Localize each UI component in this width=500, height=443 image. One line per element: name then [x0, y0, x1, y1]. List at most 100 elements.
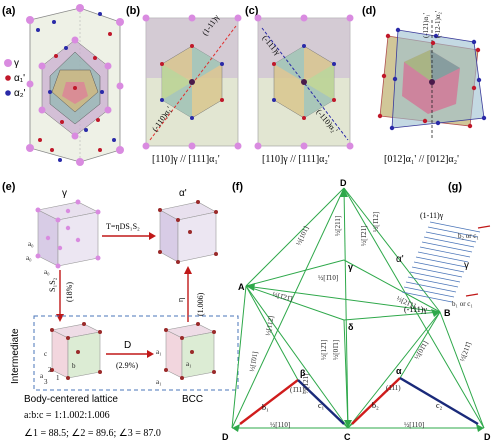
d-pct: (2.9%): [116, 361, 138, 370]
svg-text:½[110]: ½[110]: [270, 421, 290, 429]
vertex-c: C: [344, 432, 351, 442]
vertex-d-top: D: [340, 178, 347, 188]
svg-text:b₂: b₂: [372, 401, 379, 410]
bct-b: b: [72, 362, 76, 370]
a0-top: a₀: [26, 254, 32, 262]
gamma-atoms: [26, 4, 124, 166]
vertex-alpha: α: [396, 366, 402, 376]
plane-label-d-1: (-121)α₁': [422, 13, 430, 38]
panel-g: (g) (1-11)γ (-111)γ α' γ b₂ or c₁ b₁ or …: [396, 181, 491, 314]
svg-text:½[121]: ½[121]: [302, 374, 310, 394]
bcc-caption: BCC: [182, 394, 203, 405]
ratio-text: a:b:c = 1:1.002:1.006: [24, 410, 110, 421]
svg-text:c₂: c₂: [436, 401, 443, 410]
transform-label: T=ηDS₁S₂: [106, 222, 140, 231]
s-label: S₁S₂: [48, 277, 57, 292]
s-pct: (18%): [65, 282, 74, 302]
svg-text:½[110]: ½[110]: [404, 421, 424, 429]
svg-text:½[1̄01]: ½[1̄01]: [248, 351, 259, 373]
edge-c1: [297, 379, 345, 425]
panel-label-f: (f): [232, 181, 243, 193]
g-top-label: (1-11)γ: [420, 211, 444, 220]
bct-angle3: 3: [44, 378, 48, 386]
eta-label: η: [176, 298, 185, 302]
intermediate-box: [33, 315, 239, 391]
panel-label-d: (d): [362, 5, 376, 17]
edge-b2: [351, 377, 401, 425]
bct-caption: Body-centered lattice: [24, 394, 118, 405]
svg-text:(111): (111): [386, 384, 401, 392]
svg-text:c₁: c₁: [318, 401, 325, 410]
label-gamma: γ: [62, 188, 67, 199]
eta-val: (1.006): [196, 292, 205, 316]
a0-mid: a₀: [28, 240, 34, 248]
legend: γ α₁' α₂': [4, 58, 26, 99]
svg-text:½[211]: ½[211]: [334, 216, 342, 236]
legend-alpha1: α₁': [14, 73, 25, 84]
legend-alpha2-marker: [5, 90, 11, 96]
alpha-cube: [158, 200, 218, 264]
panel-label-c: (c): [245, 5, 259, 17]
svg-text:½[112]: ½[112]: [264, 315, 275, 336]
vertex-beta: β: [300, 368, 306, 378]
svg-text:½[1̄10]: ½[1̄10]: [318, 274, 338, 282]
svg-text:½[1̄21]: ½[1̄21]: [360, 226, 368, 246]
alpha1-atoms: [38, 32, 112, 152]
edge-c2: [399, 376, 479, 426]
panel-label-g: (g): [448, 181, 462, 193]
vertex-d-left: D: [222, 432, 229, 442]
vertex-gamma: γ: [348, 262, 353, 272]
g-alpha: α': [396, 254, 404, 265]
legend-alpha1-marker: [5, 75, 11, 81]
g-bottom-label: (-111)γ: [404, 305, 427, 314]
bcc-cube: a₁ a₁ a₁: [156, 322, 216, 386]
plane-label-d-2: (-12-1)α₂': [434, 11, 442, 38]
bct-a: a: [40, 372, 44, 380]
legend-alpha2: α₂': [14, 88, 26, 99]
edge-b1: [239, 379, 299, 425]
caption-d: [012]α₁' // [012]α₂': [384, 154, 459, 165]
panel-f: (f): [222, 178, 491, 442]
panel-label-b: (b): [126, 5, 140, 17]
stripe-block: [401, 221, 481, 303]
bct-angle1: 1: [56, 374, 60, 382]
g-b2c1: b₂ or c₁: [458, 232, 479, 240]
svg-text:½[211̄]: ½[211̄]: [458, 341, 472, 363]
caption-b: [110]γ // [111]α₁': [152, 154, 220, 165]
vertex-a: A: [238, 282, 245, 292]
svg-text:b₁: b₁: [262, 403, 269, 412]
svg-text:½[101]: ½[101]: [295, 225, 311, 247]
g-gamma: γ: [464, 260, 469, 271]
vertex-delta: δ: [348, 322, 354, 332]
bct-c: c: [44, 350, 47, 358]
legend-gamma-marker: [4, 59, 12, 67]
panel-c: (c) (-111)γ (-110)α₂' [110]γ // [111]α₂': [245, 5, 354, 165]
svg-text:½[01̄1]: ½[01̄1]: [332, 340, 340, 360]
bcc-a1-c: a₁: [156, 378, 162, 386]
vertex-d-right: D: [484, 432, 491, 442]
panel-label-e: (e): [2, 181, 16, 193]
g-b1c1: b₁ or c₁: [452, 300, 473, 308]
d-label: D: [124, 340, 131, 351]
alpha2-atoms: [36, 12, 116, 162]
gamma-cube: a₀ a₀ a₀: [26, 199, 101, 276]
panel-a: (a) γ: [2, 4, 124, 166]
panel-e: (e) γ α' a₀ a₀ a₀: [2, 181, 239, 439]
panel-d: (d) (-121)α₁' (-12-1)α₂' [012]α₁' // [01…: [362, 5, 487, 165]
a0-bot: a₀: [44, 268, 50, 276]
bct-cube: c a b 1 2 3: [40, 322, 102, 386]
caption-c: [110]γ // [111]α₂': [262, 154, 330, 165]
tetrahedron-edges: [231, 187, 485, 429]
svg-text:½[12̄1]: ½[12̄1]: [320, 340, 328, 360]
label-alpha: α': [179, 188, 187, 199]
bct-angle2: 2: [48, 366, 52, 374]
panel-label-a: (a): [2, 5, 16, 17]
vertex-b: B: [444, 308, 451, 318]
bcc-a1-b: a₁: [186, 360, 192, 368]
svg-text:½[1̄12]: ½[1̄12]: [372, 212, 380, 232]
intermediate-label: Intermediate: [10, 328, 21, 384]
angles-text: ∠1 = 88.5; ∠2 = 89.6; ∠3 = 87.0: [24, 428, 161, 439]
svg-text:(1̄11): (1̄11): [290, 386, 305, 394]
bcc-a1-a: a₁: [156, 348, 162, 356]
